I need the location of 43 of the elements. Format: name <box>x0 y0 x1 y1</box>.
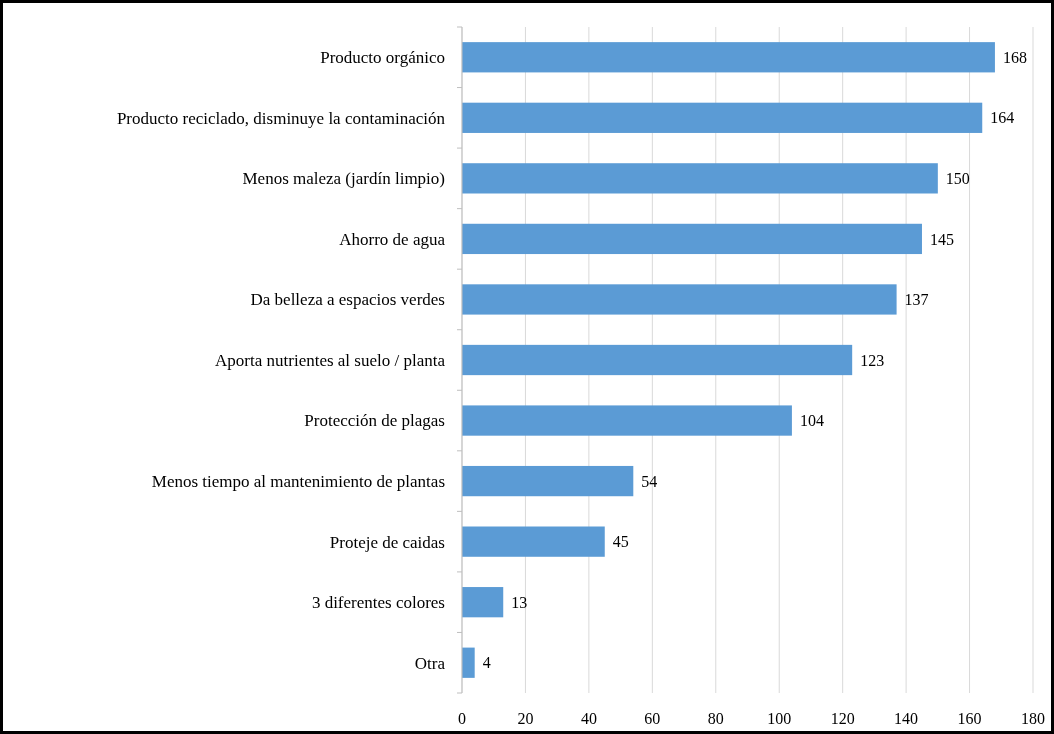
x-tick-label: 20 <box>517 709 534 727</box>
bar <box>462 647 475 678</box>
bar <box>462 102 983 133</box>
x-tick-label: 140 <box>894 709 919 727</box>
x-tick-label: 0 <box>458 709 466 727</box>
data-label: 145 <box>929 230 954 248</box>
x-tick-label: 160 <box>957 709 982 727</box>
data-label: 4 <box>482 654 491 672</box>
bar <box>462 405 792 436</box>
data-label: 150 <box>945 169 970 187</box>
data-label: 123 <box>860 351 885 369</box>
y-tick-label: Producto reciclado, disminuye la contaminación <box>116 108 446 128</box>
data-label: 168 <box>1002 48 1027 66</box>
y-tick-label: Otra <box>414 653 446 673</box>
y-tick-label: Producto orgánico <box>320 48 445 68</box>
x-tick-label: 180 <box>1021 709 1045 727</box>
y-tick-label: Protección de plagas <box>304 411 445 431</box>
y-tick-label: Proteje de caidas <box>329 532 445 552</box>
x-tick-label: 60 <box>644 709 661 727</box>
y-tick-label: Aporta nutrientes al suelo / planta <box>215 350 446 370</box>
data-label: 54 <box>641 472 658 490</box>
bar <box>462 344 853 376</box>
bar <box>462 465 634 497</box>
data-label: 164 <box>990 109 1015 127</box>
bar <box>462 42 995 73</box>
y-tick-label: 3 diferentes colores <box>311 593 445 613</box>
x-tick-label: 40 <box>580 709 597 727</box>
data-label: 45 <box>612 533 629 551</box>
bar <box>462 284 897 315</box>
bar <box>462 526 605 557</box>
bar <box>462 223 922 255</box>
data-label: 13 <box>511 593 528 611</box>
data-label: 137 <box>904 291 929 309</box>
x-tick-label: 100 <box>767 709 792 727</box>
x-tick-label: 120 <box>830 709 855 727</box>
bar <box>462 587 504 618</box>
y-tick-label: Menos tiempo al mantenimiento de plantas <box>151 472 445 492</box>
bar <box>462 163 938 194</box>
x-tick-label: 80 <box>707 709 724 727</box>
y-tick-label: Da belleza a espacios verdes <box>250 290 445 310</box>
y-tick-label: Menos maleza (jardín limpio) <box>242 169 445 189</box>
y-tick-label: Ahorro de agua <box>339 229 446 249</box>
data-label: 104 <box>799 412 824 430</box>
